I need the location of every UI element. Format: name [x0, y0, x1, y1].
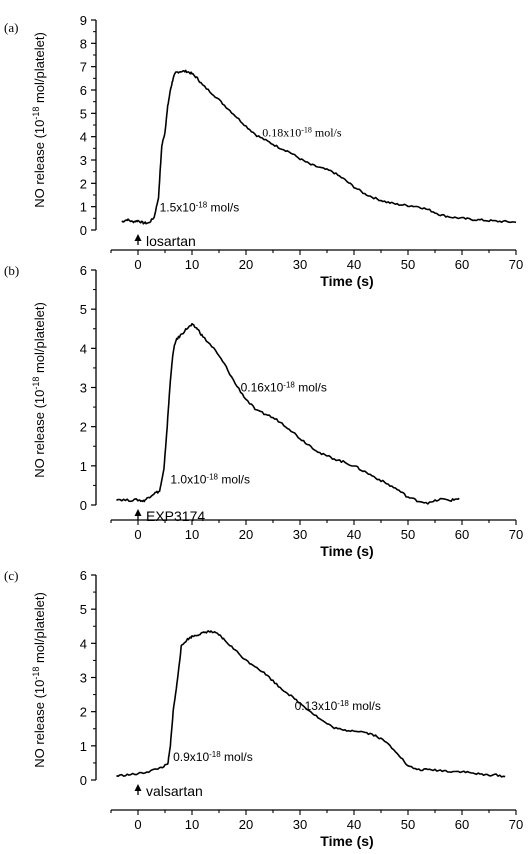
x-tick-label: 20	[239, 817, 253, 832]
x-tick-label: 40	[347, 257, 361, 272]
x-tick-label: 60	[455, 817, 469, 832]
y-tick-label: 4	[80, 636, 87, 651]
y-tick-label: 0	[80, 773, 87, 788]
y-tick-label: 4	[80, 130, 87, 145]
rate-annotation: 0.18x10-18 mol/s	[262, 125, 342, 140]
x-axis-label: Time (s)	[320, 833, 373, 849]
x-tick-label: 10	[185, 257, 199, 272]
y-tick-label: 1	[80, 200, 87, 215]
y-tick-label: 1	[80, 459, 87, 474]
x-tick-label: 20	[239, 257, 253, 272]
x-tick-label: 60	[455, 527, 469, 542]
y-tick-label: 3	[80, 671, 87, 686]
x-tick-label: 70	[509, 817, 523, 832]
marker-label: EXP3174	[146, 508, 205, 524]
y-tick-label: 3	[80, 381, 87, 396]
marker-arrow-head	[134, 784, 142, 791]
y-tick-label: 2	[80, 705, 87, 720]
rate-annotation: 1.0x10-18 mol/s	[170, 472, 250, 487]
x-tick-label: 50	[401, 257, 415, 272]
x-tick-label: 10	[185, 527, 199, 542]
series-line	[116, 630, 506, 778]
y-tick-label: 5	[80, 302, 87, 317]
x-tick-label: 40	[347, 817, 361, 832]
y-tick-label: 2	[80, 176, 87, 191]
series-line	[116, 322, 460, 505]
y-tick-label: 4	[80, 341, 87, 356]
y-axis-label: NO release (10-18 mol/platelet)	[31, 592, 47, 768]
x-tick-label: 20	[239, 527, 253, 542]
y-tick-label: 0	[80, 223, 87, 238]
rate-annotation: 0.16x10-18 mol/s	[241, 380, 327, 395]
y-tick-label: 8	[80, 36, 87, 51]
chart-panel: (a) 0 1 2 3 4 5 6 7 8 9 0 10 20 30 40 50 60 70 Time (s) NO r…	[4, 13, 523, 289]
y-tick-label: 1	[80, 739, 87, 754]
x-tick-label: 30	[293, 817, 307, 832]
x-tick-label: 10	[185, 817, 199, 832]
marker-label: losartan	[146, 233, 196, 249]
x-tick-label: 70	[509, 257, 523, 272]
y-tick-label: 6	[80, 263, 87, 278]
x-tick-label: 60	[455, 257, 469, 272]
y-tick-label: 5	[80, 106, 87, 121]
x-tick-label: 50	[401, 527, 415, 542]
x-tick-label: 70	[509, 527, 523, 542]
panel-label: (a)	[4, 20, 18, 35]
y-tick-label: 3	[80, 153, 87, 168]
marker-label: valsartan	[146, 783, 203, 799]
series-line	[121, 69, 517, 225]
y-axis-label: NO release (10-18 mol/platelet)	[31, 32, 47, 208]
x-tick-label: 0	[134, 817, 141, 832]
y-tick-label: 2	[80, 420, 87, 435]
x-tick-label: 50	[401, 817, 415, 832]
marker-arrow-head	[134, 234, 142, 241]
y-axis-label: NO release (10-18 mol/platelet)	[31, 302, 47, 478]
rate-annotation: 0.9x10-18 mol/s	[173, 750, 253, 765]
y-tick-label: 6	[80, 568, 87, 583]
y-tick-label: 0	[80, 498, 87, 513]
y-tick-label: 7	[80, 60, 87, 75]
x-tick-label: 30	[293, 257, 307, 272]
panel-label: (c)	[4, 568, 18, 583]
x-tick-label: 30	[293, 527, 307, 542]
rate-annotation: 0.13x10-18 mol/s	[295, 698, 381, 713]
x-tick-label: 0	[134, 257, 141, 272]
x-axis-label: Time (s)	[320, 273, 373, 289]
x-tick-label: 0	[134, 527, 141, 542]
y-tick-label: 6	[80, 83, 87, 98]
marker-arrow-head	[134, 509, 142, 516]
rate-annotation: 1.5x10-18 mol/s	[160, 200, 240, 215]
x-tick-label: 40	[347, 527, 361, 542]
y-tick-label: 9	[80, 13, 87, 28]
panel-label: (b)	[4, 263, 19, 278]
y-tick-label: 5	[80, 602, 87, 617]
x-axis-label: Time (s)	[320, 543, 373, 559]
